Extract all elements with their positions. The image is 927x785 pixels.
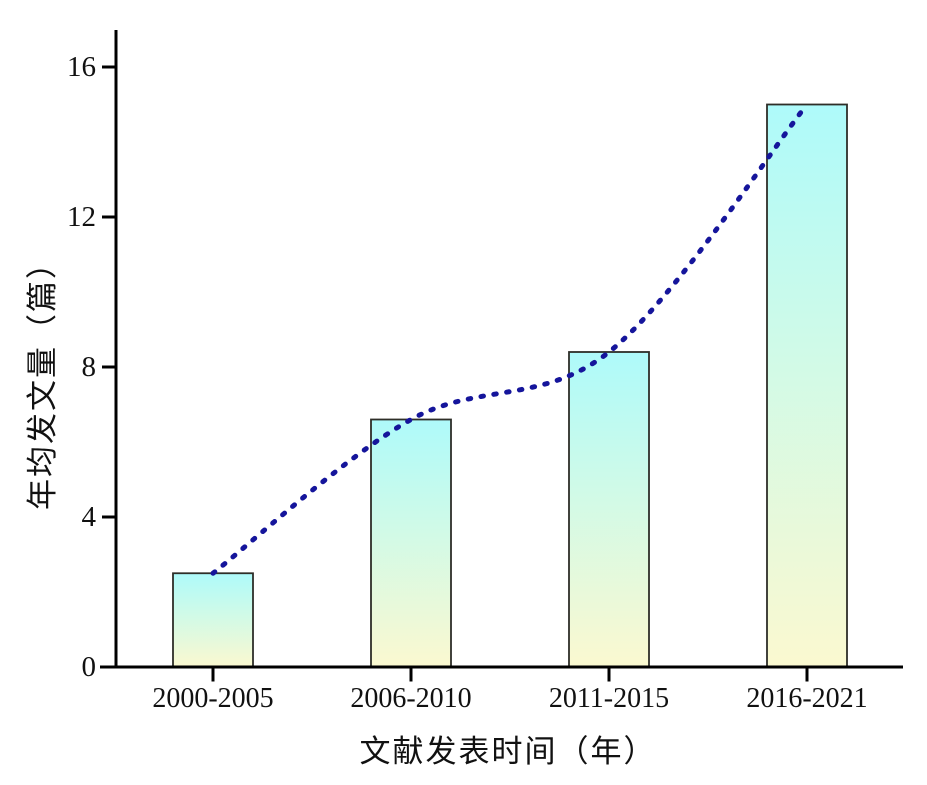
x-tick-label: 2011-2015 [549, 683, 669, 714]
y-tick-label: 4 [82, 501, 97, 533]
trend-dotted-line [210, 102, 810, 576]
y-tick-label: 8 [82, 351, 97, 383]
x-tick-label: 2000-2005 [152, 683, 273, 714]
bar-2011-2015 [568, 351, 650, 668]
y-tick-label: 0 [82, 651, 97, 683]
x-axis-title: 文献发表时间（年） [359, 734, 657, 769]
bar-2006-2010 [370, 418, 452, 668]
y-tick-label: 16 [67, 51, 96, 83]
x-tick-label: 2006-2010 [350, 683, 471, 714]
bar-2016-2021 [766, 103, 848, 668]
x-tick-label: 2016-2021 [746, 683, 867, 714]
y-axis-title: 年均发文量（篇） [25, 246, 60, 510]
bar-2000-2005 [172, 572, 254, 668]
y-tick-label: 12 [67, 201, 96, 233]
